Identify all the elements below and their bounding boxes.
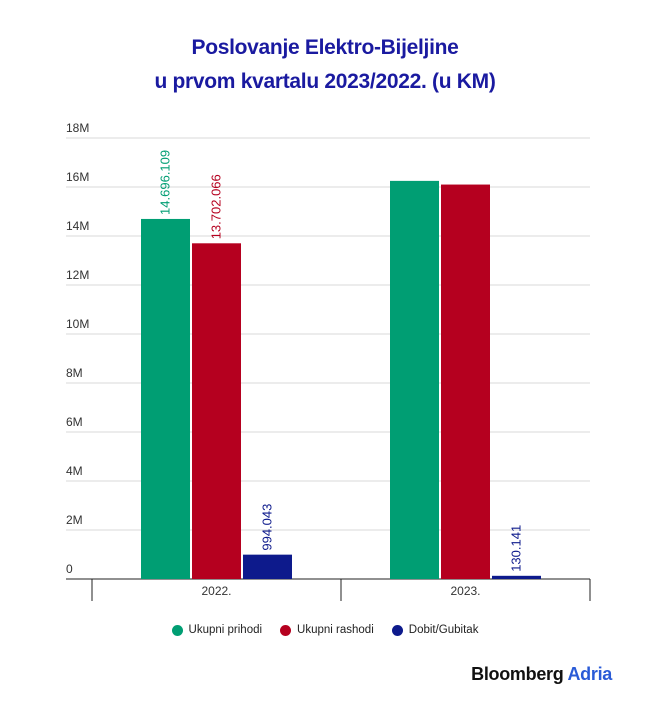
bar [441, 184, 490, 580]
data-label: 994.043 [260, 504, 275, 551]
y-tick-label: 18M [66, 121, 89, 135]
bar [390, 180, 439, 579]
legend-item: Dobit/Gubitak [391, 624, 479, 636]
brand-suffix: Adria [567, 664, 612, 684]
legend-label: Ukupni rashodi [297, 624, 374, 636]
legend-swatch [171, 624, 183, 636]
legend-item: Ukupni prihodi [171, 624, 263, 636]
chart-title-line2: u prvom kvartalu 2023/2022. (u KM) [154, 70, 496, 93]
y-tick-label: 2M [66, 513, 83, 527]
chart-title-line1: Poslovanje Elektro-Bijeljine [191, 36, 459, 59]
legend-label: Ukupni prihodi [188, 624, 263, 636]
bar [192, 243, 241, 579]
legend-swatch [280, 624, 292, 636]
legend-label: Dobit/Gubitak [408, 624, 479, 636]
y-tick-label: 8M [66, 366, 83, 380]
data-label: 13.702.066 [209, 174, 224, 239]
y-tick-label: 4M [66, 464, 83, 478]
data-label: 130.141 [509, 525, 524, 572]
y-tick-label: 16M [66, 170, 89, 184]
x-tick-label: 2023. [450, 584, 480, 598]
bar [141, 218, 190, 580]
brand-name: Bloomberg [471, 664, 564, 684]
legend-item: Ukupni rashodi [280, 624, 374, 636]
data-label: 14.696.109 [158, 150, 173, 215]
y-tick-label: 0 [66, 562, 73, 576]
x-tick-label: 2022. [201, 584, 231, 598]
y-tick-label: 6M [66, 415, 83, 429]
bar-chart: 0 2M 4M 6M 8M 10M 12M 14M 16M 18M 2022. 14.696.109 1… [66, 121, 591, 601]
y-tick-label: 10M [66, 317, 89, 331]
y-tick-label: 12M [66, 268, 89, 282]
chart-legend: Ukupni prihodi Ukupni rashodi Dobit/Gubita… [0, 624, 650, 636]
bar [492, 575, 541, 579]
brand-logo: Bloomberg Adria [471, 664, 612, 685]
y-tick-label: 14M [66, 219, 89, 233]
legend-swatch [391, 624, 403, 636]
bar [243, 554, 292, 579]
